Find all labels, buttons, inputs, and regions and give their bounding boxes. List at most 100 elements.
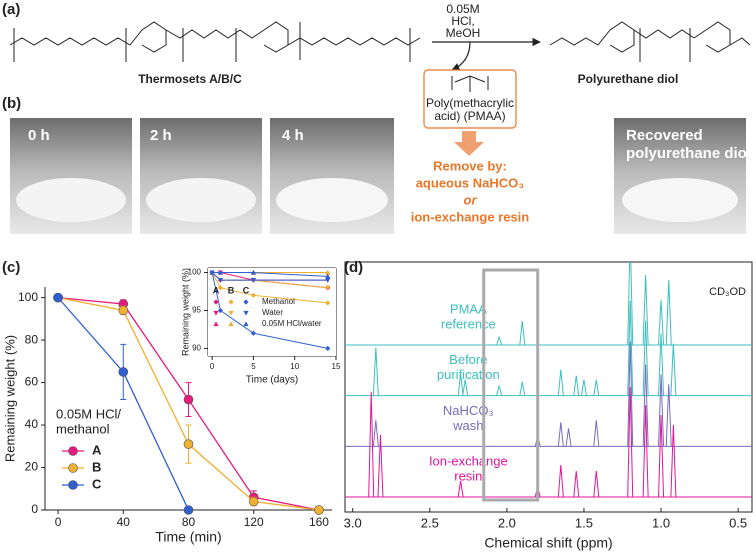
peak xyxy=(580,379,587,396)
photo-label: 2 h xyxy=(150,127,172,144)
removal-text: Remove by: xyxy=(433,158,507,173)
peak xyxy=(642,404,649,498)
panel-label: (a) xyxy=(2,1,20,18)
trace-label: Before xyxy=(449,352,487,367)
peak xyxy=(665,279,672,346)
marker xyxy=(248,496,259,507)
x-tick-label: 0.5 xyxy=(729,515,747,530)
legend-label: A xyxy=(92,442,102,457)
x-tick-label: 10 xyxy=(290,362,299,371)
peak xyxy=(665,384,672,447)
marker xyxy=(217,278,223,283)
peak xyxy=(372,420,379,447)
peak xyxy=(496,385,503,396)
peak xyxy=(658,374,665,447)
legend-marker xyxy=(243,310,249,316)
photo-content xyxy=(622,178,738,222)
marker xyxy=(325,273,331,279)
removal-arrow xyxy=(454,131,484,156)
marker xyxy=(183,439,194,449)
legend-column: A xyxy=(213,285,220,295)
peak xyxy=(519,320,526,346)
trace-label: PMAA xyxy=(450,301,487,316)
trace-label: resin xyxy=(454,468,482,483)
legend-label: 0.05M HCl/water xyxy=(262,319,322,328)
y-tick-label: 0 xyxy=(31,502,38,516)
peak xyxy=(658,299,665,346)
legend-marker xyxy=(68,446,78,456)
legend-marker xyxy=(213,310,219,316)
legend-marker xyxy=(213,299,219,305)
marker xyxy=(217,269,223,275)
panel-label: (b) xyxy=(2,95,21,112)
pmma-label: Poly(methacrylic xyxy=(426,96,514,110)
photo-content xyxy=(276,178,388,222)
x-tick-label: 5 xyxy=(251,362,256,371)
line xyxy=(212,272,328,277)
y-axis-title: Remaining weight (%) xyxy=(2,335,17,462)
y-tick-label: 100 xyxy=(18,290,38,304)
marker xyxy=(314,505,324,515)
x-tick-label: 3.0 xyxy=(344,515,362,530)
marker xyxy=(118,367,129,377)
y-tick-label: 80 xyxy=(25,332,39,346)
x-axis-title: Time (days) xyxy=(246,375,298,386)
y-tick-label: 60 xyxy=(25,375,39,389)
line xyxy=(211,272,328,281)
trace-label: NaHCO₃ xyxy=(443,403,494,418)
panel-a: (a) 0.05M HCl, MeOH Thermosets A/B/C Pol… xyxy=(2,1,751,224)
panel-label: (d) xyxy=(344,259,363,276)
peak xyxy=(462,379,469,396)
peak xyxy=(457,480,464,498)
reactant-structure xyxy=(9,21,421,62)
peak xyxy=(627,262,634,346)
line xyxy=(211,272,328,304)
peak xyxy=(670,343,677,396)
photo-label: Recovered xyxy=(626,127,703,144)
marker xyxy=(250,269,257,275)
removal-text: aqueous NaHCO₃ xyxy=(416,175,525,190)
marker xyxy=(250,330,257,336)
x-tick-label: 160 xyxy=(309,515,329,529)
pmma-label: acid) (PMAA) xyxy=(434,109,505,123)
photo-content xyxy=(146,178,256,222)
peak xyxy=(573,470,580,498)
reactant-label: Thermosets A/B/C xyxy=(138,72,242,86)
x-tick-label: 2.0 xyxy=(498,515,516,530)
peak xyxy=(642,364,649,447)
marker xyxy=(325,345,331,352)
peak xyxy=(573,375,580,396)
peak xyxy=(670,424,677,498)
spectra xyxy=(345,262,752,498)
legend-marker xyxy=(213,321,219,327)
x-tick-label: 1.5 xyxy=(575,515,593,530)
legend-marker xyxy=(243,299,249,305)
peak xyxy=(565,428,572,447)
peak xyxy=(368,391,375,498)
y-tick-label: 95 xyxy=(192,306,201,315)
line xyxy=(211,272,328,349)
peak xyxy=(557,369,564,396)
legend-title: 0.05M HCl/ xyxy=(56,406,121,421)
marker xyxy=(217,285,223,291)
peak xyxy=(593,379,600,396)
peak xyxy=(593,470,600,498)
marker xyxy=(53,292,63,303)
x-axis-title: Time (min) xyxy=(155,529,221,545)
peak xyxy=(557,422,564,447)
legend-column: B xyxy=(228,285,235,295)
peak xyxy=(642,320,649,396)
peak xyxy=(372,347,379,396)
x-tick-label: 0 xyxy=(55,515,62,529)
x-tick-label: 15 xyxy=(332,362,341,371)
product-structure xyxy=(549,21,751,62)
pmma-box xyxy=(423,69,517,129)
legend-label: B xyxy=(92,459,101,474)
peak xyxy=(557,464,564,498)
legend-label: Methanol xyxy=(262,297,295,306)
photo-label: polyurethane diol xyxy=(626,145,751,162)
y-tick-label: 100 xyxy=(188,268,202,277)
x-tick-label: 40 xyxy=(117,515,131,529)
peak xyxy=(627,386,634,498)
